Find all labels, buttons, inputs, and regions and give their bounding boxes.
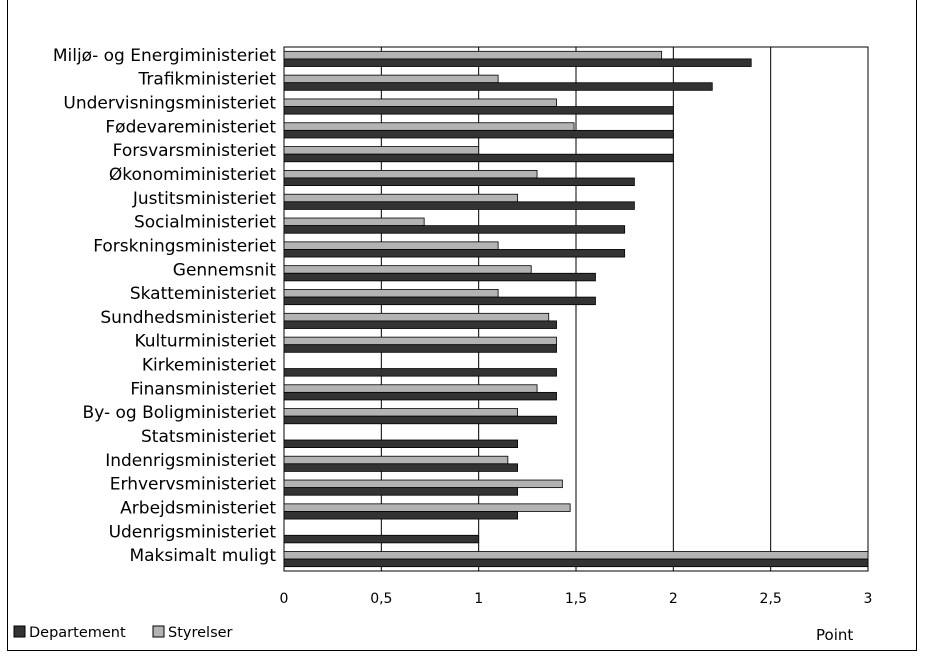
bar-departement: [283, 249, 626, 258]
category-label: Kirkeministeriet: [142, 356, 276, 376]
bar-styrelser: [283, 122, 575, 131]
x-axis-title: Point: [816, 626, 853, 644]
category-label: Arbejdsministeriet: [120, 498, 276, 518]
bar-styrelser: [283, 74, 499, 84]
bar-departement: [283, 296, 596, 306]
bar-departement: [283, 534, 480, 544]
category-label: Maksimalt muligt: [129, 546, 276, 566]
bar-styrelser: [283, 241, 499, 250]
bar-styrelser: [283, 336, 557, 346]
category-label: Justitsministeriet: [132, 189, 276, 209]
bar-departement: [283, 153, 674, 163]
chart-frame: [7, 0, 917, 651]
bar-styrelser: [283, 98, 557, 107]
bar-departement: [283, 129, 674, 139]
category-label: Forskningsministeriet: [93, 236, 276, 256]
legend-swatch-departement: [13, 625, 26, 638]
bar-styrelser: [283, 312, 550, 322]
category-label: Finansministeriet: [130, 379, 276, 399]
bar-departement: [283, 344, 557, 353]
category-label: Gennemsnit: [173, 260, 277, 280]
bar-departement: [283, 82, 713, 91]
bar-styrelser: [283, 479, 563, 489]
bar-styrelser: [283, 289, 499, 298]
legend-swatch-styrelser: [152, 625, 165, 638]
x-tick-label: 1,5: [565, 591, 587, 607]
x-tick-label: 1: [474, 591, 483, 607]
x-tick-label: 2: [669, 591, 678, 607]
bar-styrelser: [283, 551, 869, 560]
bar-styrelser: [283, 50, 663, 60]
bar-departement: [283, 177, 635, 186]
bar-departement: [283, 487, 519, 496]
bar-departement: [283, 439, 519, 448]
category-label: Forsvarsministeriet: [113, 141, 277, 161]
bar-departement: [283, 201, 635, 210]
bar-styrelser: [283, 146, 480, 155]
legend-label-departement: Departement: [29, 625, 126, 641]
category-label: Skatteministeriet: [130, 284, 276, 304]
category-label: Udenrigsministeriet: [109, 522, 277, 542]
x-tick-label: 2,5: [760, 591, 782, 607]
category-label: Fødevareministeriet: [105, 117, 276, 137]
category-label: Erhvervsministeriet: [110, 475, 277, 495]
bar-styrelser: [283, 455, 509, 465]
bar-styrelser: [283, 265, 532, 274]
bar-departement: [283, 463, 519, 472]
bar-departement: [283, 368, 557, 377]
bar-departement: [283, 58, 752, 67]
category-label: Økonomiministeriet: [109, 165, 276, 185]
bar-styrelser: [283, 193, 519, 203]
category-label: Sundhedsministeriet: [100, 308, 276, 328]
category-label: Trafikministeriet: [138, 70, 277, 90]
bar-departement: [283, 558, 869, 568]
category-label: Statsministeriet: [141, 427, 276, 447]
bars: [283, 50, 869, 568]
bar-departement: [283, 320, 557, 329]
bar-styrelser: [283, 503, 571, 512]
x-tick-labels: 0 0,5 1 1,5 2 2,5 3: [280, 591, 873, 607]
category-label: Miljø- og Energiministeriet: [53, 46, 276, 66]
x-tick-label: 3: [864, 591, 873, 607]
bar-styrelser: [283, 384, 538, 393]
bar-departement: [283, 272, 596, 282]
category-labels: Miljø- og Energiministeriet Trafikministe…: [53, 46, 276, 566]
legend: Departement Styrelser: [13, 625, 233, 641]
bar-styrelser: [283, 408, 519, 417]
category-label: By- og Boligministeriet: [83, 403, 277, 423]
legend-label-styrelser: Styrelser: [168, 625, 233, 641]
bar-departement: [283, 511, 519, 520]
category-label: Socialministeriet: [134, 213, 276, 233]
bar-departement: [283, 391, 557, 401]
category-label: Indenrigsministeriet: [105, 451, 276, 471]
bar-styrelser: [283, 169, 538, 179]
x-tick-label: 0,5: [370, 591, 392, 607]
category-label: Undervisningsministeriet: [63, 94, 276, 114]
category-label: Kulturministeriet: [134, 332, 276, 352]
bar-departement: [283, 415, 557, 425]
bar-departement: [283, 106, 674, 115]
x-tick-label: 0: [280, 591, 289, 607]
bar-departement: [283, 225, 626, 234]
bar-styrelser: [283, 217, 425, 227]
